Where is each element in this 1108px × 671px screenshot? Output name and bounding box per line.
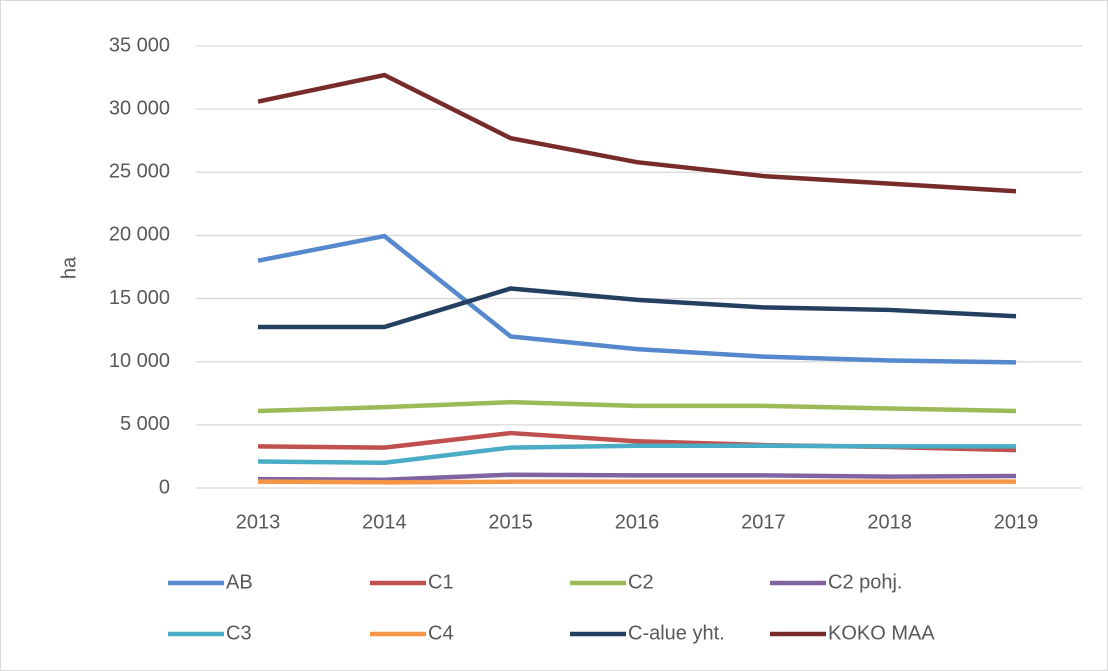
y-tick-label: 5 000: [120, 413, 170, 435]
x-tick-label: 2017: [741, 511, 786, 533]
y-tick-label: 30 000: [109, 97, 170, 119]
legend-label: C4: [428, 622, 454, 644]
y-tick-label: 35 000: [109, 34, 170, 56]
x-tick-label: 2014: [362, 511, 407, 533]
x-tick-label: 2019: [994, 511, 1039, 533]
legend-label: C-alue yht.: [628, 622, 725, 644]
y-tick-label: 20 000: [109, 224, 170, 246]
legend-label: C1: [428, 571, 454, 593]
y-tick-label: 25 000: [109, 161, 170, 183]
x-tick-label: 2018: [867, 511, 912, 533]
legend-label: C2 pohj.: [828, 571, 903, 593]
legend-label: C2: [628, 571, 654, 593]
y-tick-label: 15 000: [109, 287, 170, 309]
x-tick-label: 2013: [236, 511, 281, 533]
series-line: [257, 233, 1017, 365]
y-tick-label: 0: [159, 476, 170, 498]
x-tick-label: 2015: [488, 511, 533, 533]
series-line: [257, 472, 1017, 483]
legend-label: AB: [226, 571, 253, 593]
series-line: [257, 399, 1017, 414]
legend-label: KOKO MAA: [828, 622, 935, 644]
y-axis-label: ha: [58, 256, 80, 279]
legend-label: C3: [226, 622, 252, 644]
x-tick-label: 2016: [615, 511, 660, 533]
y-tick-label: 10 000: [109, 350, 170, 372]
series-line: [257, 443, 1016, 465]
series-line: [258, 286, 1017, 330]
series-line: [257, 72, 1017, 194]
series-line: [257, 479, 1016, 485]
